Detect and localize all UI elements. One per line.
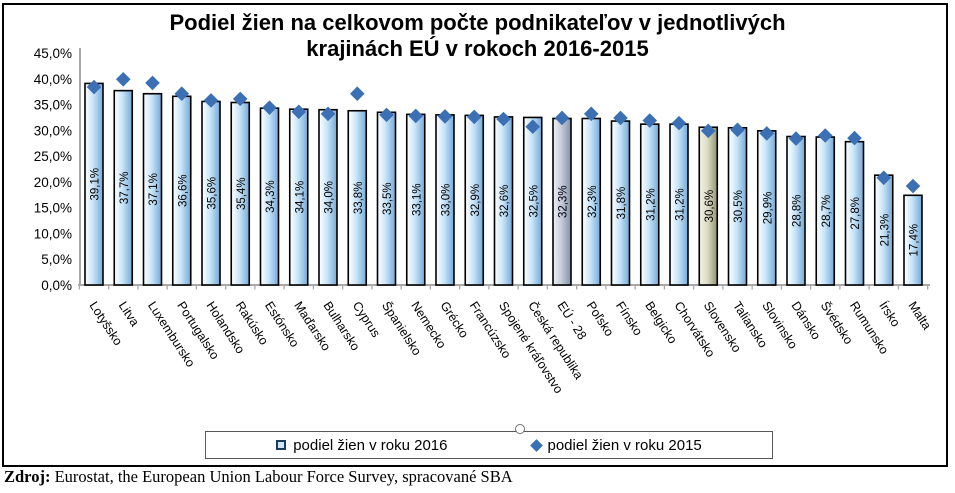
bar-value-label: 32,3% — [558, 185, 570, 218]
bar-series-marker-icon — [276, 440, 287, 450]
diamond-20 — [671, 115, 687, 131]
diamond-8 — [320, 106, 336, 122]
bar-value-label: 17,4% — [909, 224, 921, 257]
y-tick-label: 10,0% — [34, 226, 72, 241]
diamond-4 — [203, 93, 219, 108]
bar-value-label: 31,2% — [645, 188, 657, 221]
bar-value-label: 34,0% — [324, 181, 336, 214]
bar-value-label: 34,3% — [265, 180, 277, 213]
y-tick-label: 40,0% — [34, 72, 72, 87]
bar-value-label: 33,5% — [382, 182, 394, 215]
diamond-23 — [759, 126, 775, 141]
bar-value-label: 36,6% — [177, 174, 189, 207]
diamond-16 — [554, 110, 570, 126]
bar-value-label: 30,6% — [704, 190, 716, 223]
bar-value-label: 27,8% — [850, 197, 862, 230]
bar-value-label: 32,3% — [587, 185, 599, 218]
x-category-label: Litva — [116, 299, 142, 329]
bar-9 — [347, 109, 368, 286]
bar-value-label: 37,7% — [119, 172, 131, 205]
y-tick-label: 25,0% — [34, 149, 72, 164]
y-tick-label: 45,0% — [34, 46, 72, 61]
x-category-label: Malta — [905, 299, 933, 332]
y-tick-label: 15,0% — [34, 201, 72, 216]
legend-label-2015: podiel žien v roku 2015 — [547, 436, 702, 454]
bar-value-label: 30,5% — [733, 190, 745, 223]
diamond-27 — [876, 170, 892, 186]
diamond-9 — [349, 86, 365, 102]
bar-value-label: 33,8% — [353, 182, 365, 215]
diamond-series-marker-icon — [529, 438, 543, 452]
legend-label-2016: podiel žien v roku 2016 — [293, 436, 448, 454]
bar-2 — [142, 92, 163, 286]
bar-value-label: 39,1% — [90, 168, 102, 201]
diamond-26 — [847, 130, 862, 146]
bar-value-label: 32,6% — [499, 185, 511, 218]
diamond-17 — [583, 106, 599, 122]
diamond-11 — [408, 108, 424, 124]
diamond-2 — [145, 75, 160, 91]
diamond-3 — [174, 86, 190, 102]
source-text: Eurostat, the European Union Labour Forc… — [50, 467, 513, 486]
diamond-10 — [379, 107, 394, 123]
bar-value-label: 28,8% — [792, 194, 804, 227]
x-category-label: Fínsko — [613, 299, 645, 338]
bar-value-label: 37,1% — [148, 173, 160, 206]
source-line: Zdroj: Eurostat, the European Union Labo… — [4, 467, 949, 487]
bar-1 — [113, 89, 134, 286]
bar-15 — [522, 116, 543, 286]
diamond-21 — [700, 123, 716, 139]
bar-value-label: 33,1% — [411, 183, 423, 216]
legend-item-2015: podiel žien v roku 2015 — [529, 436, 702, 454]
chart-title-line2: krajinách EÚ v rokoch 2016-2015 — [306, 36, 649, 62]
chart-title: Podiel žien na celkovom počte podnikateľ… — [60, 10, 895, 63]
diamond-14 — [496, 111, 511, 127]
y-tick-label: 0,0% — [41, 278, 72, 293]
diamond-19 — [642, 113, 658, 128]
diamond-15 — [525, 119, 541, 135]
diamond-13 — [466, 109, 482, 125]
y-tick-label: 30,0% — [34, 123, 72, 138]
diamond-0 — [86, 79, 102, 95]
bar-28 — [903, 194, 923, 286]
y-tick-label: 35,0% — [34, 98, 72, 113]
source-label: Zdroj: — [4, 467, 51, 486]
diamond-28 — [905, 178, 921, 194]
bar-value-label: 29,9% — [762, 192, 774, 225]
y-tick-label: 20,0% — [34, 175, 72, 190]
diamond-6 — [262, 100, 277, 115]
bar-value-label: 32,5% — [528, 185, 540, 218]
bar-value-label: 31,2% — [675, 188, 687, 221]
bar-value-label: 21,3% — [879, 214, 891, 247]
bar-value-label: 28,7% — [821, 195, 833, 228]
bar-value-label: 34,1% — [294, 181, 306, 214]
bar-value-label: 31,8% — [616, 187, 628, 220]
diamond-22 — [730, 122, 745, 138]
x-category-label: Írsko — [876, 298, 903, 329]
diamond-12 — [437, 109, 453, 124]
chart-title-line1: Podiel žien na celkovom počte podnikateľ… — [169, 10, 786, 35]
diamond-5 — [232, 91, 248, 107]
diamond-7 — [291, 104, 307, 120]
diamond-18 — [613, 110, 628, 126]
diamond-25 — [817, 128, 833, 143]
diamond-24 — [788, 131, 804, 146]
diamond-1 — [115, 71, 131, 87]
bar-value-label: 33,0% — [441, 184, 453, 217]
bar-value-label: 35,4% — [236, 177, 248, 210]
y-tick-label: 5,0% — [41, 252, 72, 267]
bar-value-label: 35,6% — [207, 177, 219, 210]
legend-handle-circle — [515, 424, 525, 434]
bar-value-label: 32,9% — [470, 184, 482, 217]
legend-item-2016: podiel žien v roku 2016 — [276, 436, 448, 454]
legend: podiel žien v roku 2016 podiel žien v ro… — [205, 431, 773, 459]
